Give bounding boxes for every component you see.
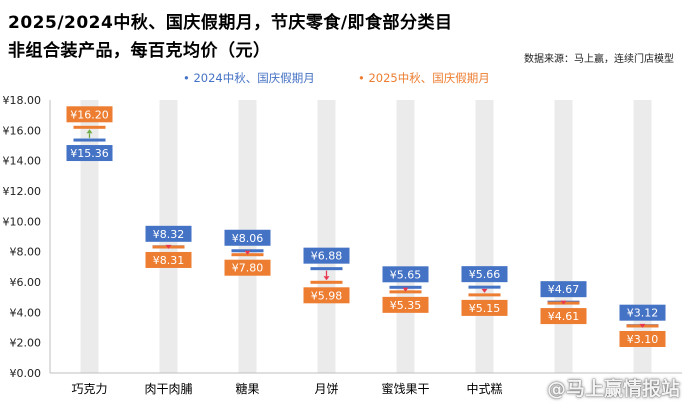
data-label-box-2024 [619, 304, 666, 321]
mark-2025 [73, 125, 106, 129]
change-arrow-head [639, 323, 646, 328]
mark-2025 [310, 280, 343, 284]
data-label-box-2024 [66, 145, 113, 162]
data-label-box-2024 [540, 281, 587, 298]
legend-item-2025: • 2025中秋、国庆假期月 [358, 70, 490, 86]
data-label-box-2025 [382, 296, 429, 313]
y-tick-label: ¥8.00 [10, 246, 42, 259]
category-background-bar [80, 100, 99, 373]
mark-2024 [389, 285, 422, 289]
data-label-box-2025 [66, 106, 113, 123]
data-label-2025: ¥8.31 [153, 254, 185, 267]
x-tick-label: 蜜饯果干 [381, 381, 429, 396]
y-tick-label: ¥2.00 [10, 337, 42, 350]
change-arrow-head [323, 276, 330, 281]
change-arrow-head [86, 129, 93, 134]
data-label-box-2024 [461, 266, 508, 283]
y-tick-label: ¥18.00 [3, 94, 42, 107]
data-label-2025: ¥16.20 [70, 108, 109, 121]
data-label-2025: ¥5.35 [390, 299, 422, 312]
y-tick-label: ¥14.00 [3, 155, 42, 168]
change-arrow-head [402, 287, 409, 292]
data-label-2025: ¥5.15 [469, 302, 501, 315]
chart-title-line2: 非组合装产品，每百克均价（元） [8, 41, 271, 61]
watermark: @马上赢情报站 [546, 378, 680, 400]
x-tick-label: 中式糕 [466, 381, 502, 396]
data-label-2024: ¥4.67 [548, 283, 580, 296]
y-tick-label: ¥12.00 [3, 185, 42, 198]
data-source-note: 数据来源：马上赢，连续门店模型 [524, 54, 674, 65]
data-label-2024: ¥6.88 [311, 250, 343, 263]
x-tick-label: 糖果 [235, 381, 259, 396]
data-label-2025: ¥7.80 [232, 262, 264, 275]
mark-2024 [468, 285, 501, 289]
change-arrow-head [165, 244, 172, 249]
data-label-box-2025 [145, 251, 192, 268]
x-tick-label: 巧克力 [71, 382, 107, 396]
data-label-2024: ¥3.12 [627, 307, 659, 320]
y-tick-label: ¥10.00 [3, 215, 42, 228]
data-label-2025: ¥5.98 [311, 289, 343, 302]
legend-label-2024: 2024中秋、国庆假期月 [193, 71, 315, 85]
data-label-box-2025 [619, 330, 666, 347]
legend-label-2025: 2025中秋、国庆假期月 [368, 71, 490, 85]
data-label-2024: ¥5.66 [469, 268, 501, 281]
data-label-2024: ¥8.06 [232, 232, 264, 245]
data-label-box-2024 [145, 225, 192, 242]
category-background-bar [396, 100, 415, 373]
data-label-box-2025 [303, 287, 350, 304]
legend-marker-2025: • [358, 71, 365, 85]
data-label-2024: ¥8.32 [153, 228, 185, 241]
y-tick-label: ¥6.00 [10, 276, 42, 289]
legend-marker-2024: • [183, 71, 190, 85]
y-tick-label: ¥0.00 [10, 367, 42, 380]
category-background-bar [554, 100, 573, 373]
y-tick-label: ¥4.00 [10, 306, 42, 319]
change-arrow-head [560, 300, 567, 305]
data-label-box-2025 [224, 259, 271, 276]
mark-2024 [73, 138, 106, 142]
data-label-2024: ¥15.36 [70, 147, 109, 160]
change-arrow-head [244, 250, 251, 255]
change-arrow-head [481, 288, 488, 293]
data-label-box-2024 [382, 266, 429, 283]
chart-title-line1: 2025/2024中秋、国庆假期月，节庆零食/即食部分类目 [8, 13, 453, 33]
data-label-box-2024 [303, 247, 350, 264]
data-label-2024: ¥5.65 [390, 268, 422, 281]
data-label-2025: ¥4.61 [548, 310, 580, 323]
x-tick-label: 肉干肉脯 [144, 382, 192, 396]
x-tick-label: 月饼 [314, 382, 338, 396]
mark-2025 [468, 293, 501, 297]
data-label-2025: ¥3.10 [627, 333, 659, 346]
y-tick-label: ¥16.00 [3, 124, 42, 137]
mark-2025 [389, 290, 422, 294]
mark-2024 [310, 267, 343, 271]
category-background-bar [317, 100, 336, 373]
data-label-box-2025 [461, 299, 508, 316]
data-label-box-2024 [224, 229, 271, 246]
category-background-bar [475, 100, 494, 373]
data-label-box-2025 [540, 308, 587, 325]
legend-item-2024: • 2024中秋、国庆假期月 [183, 70, 315, 86]
